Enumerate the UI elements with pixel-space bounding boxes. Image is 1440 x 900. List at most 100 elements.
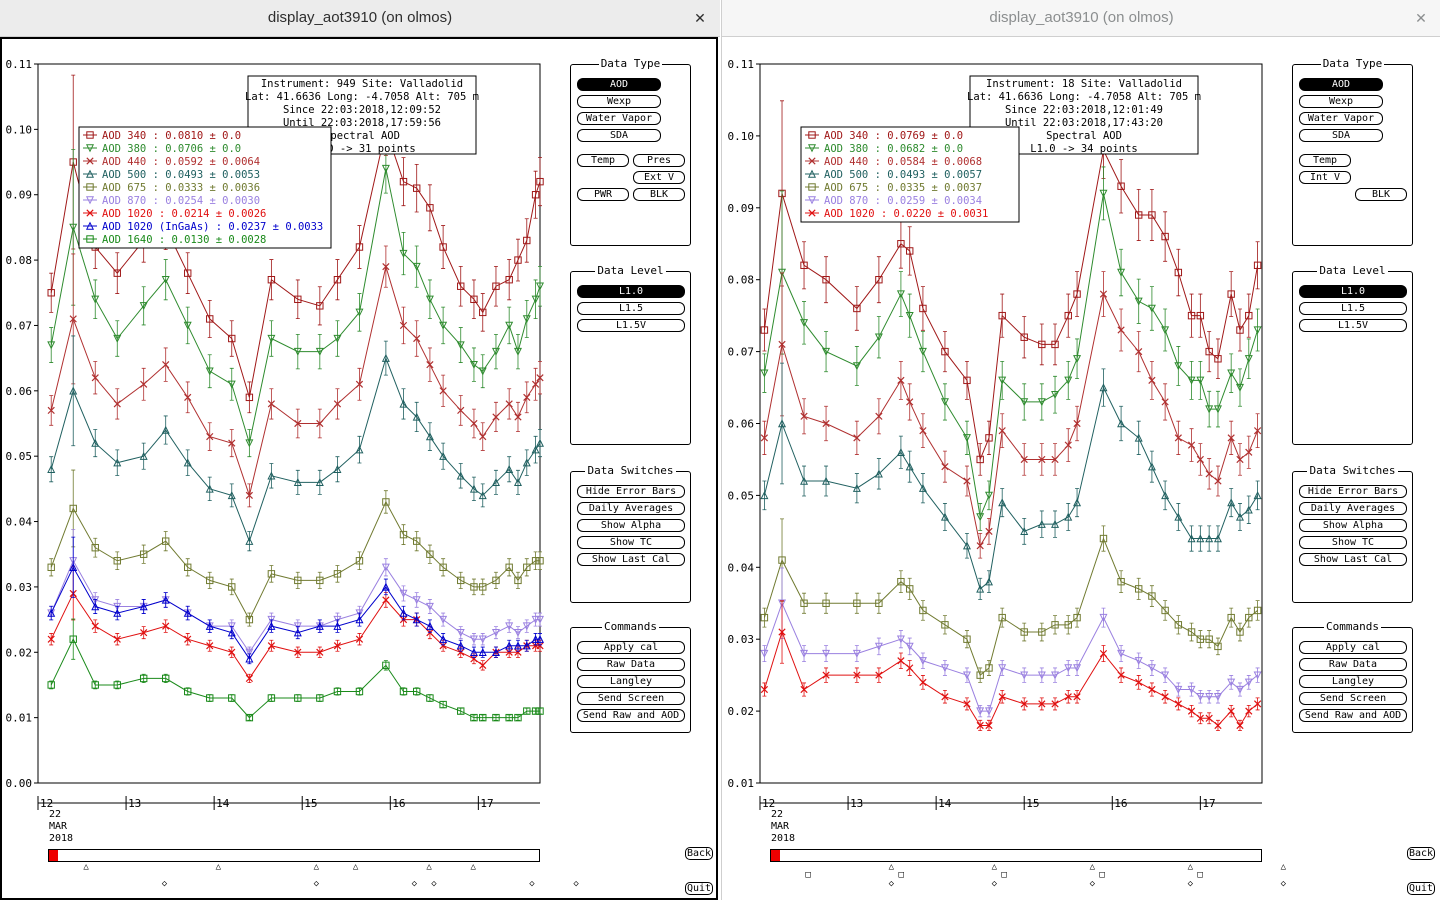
send-screen-button[interactable]: Send Screen <box>1299 692 1407 705</box>
error-bar <box>269 463 274 489</box>
data-point <box>1174 362 1183 371</box>
error-bar <box>401 231 406 276</box>
daily-averages-button[interactable]: Daily Averages <box>1299 502 1407 515</box>
water-vapor-button[interactable]: Water Vapor <box>1299 112 1383 125</box>
hide-error-bars-button[interactable]: Hide Error Bars <box>577 485 685 498</box>
y-tick-label: 0.06 <box>728 418 755 431</box>
l1-5-button[interactable]: L1.5 <box>1299 302 1407 315</box>
error-bar <box>942 503 947 531</box>
show-last-cal-button[interactable]: Show Last Cal <box>577 553 685 566</box>
l1-5-button[interactable]: L1.5 <box>577 302 685 315</box>
show-tc-button[interactable]: Show TC <box>577 536 685 549</box>
sda-button[interactable]: SDA <box>577 129 661 142</box>
l1-0-button[interactable]: L1.0 <box>1299 285 1407 298</box>
l1-5v-button[interactable]: L1.5V <box>1299 319 1407 332</box>
show-last-cal-button[interactable]: Show Last Cal <box>1299 553 1407 566</box>
quit-button[interactable]: Quit <box>1407 882 1436 895</box>
data-point <box>206 432 214 441</box>
data-point <box>47 464 56 473</box>
data-point <box>778 419 787 428</box>
data-point <box>113 400 121 408</box>
pwr-button[interactable]: PWR <box>577 188 629 201</box>
water-vapor-button[interactable]: Water Vapor <box>577 112 661 125</box>
error-bar <box>802 241 807 290</box>
window-titlebar[interactable]: display_aot3910 (on olmos) ✕ <box>0 0 720 37</box>
error-bar <box>163 259 168 301</box>
timeline-cursor[interactable] <box>49 850 58 861</box>
temp-button[interactable]: Temp <box>577 154 629 167</box>
data-point <box>316 694 324 702</box>
close-icon[interactable]: ✕ <box>1415 10 1427 26</box>
data-point <box>184 563 192 571</box>
timeline-square-icon: □ <box>1197 870 1203 880</box>
back-button[interactable]: Back <box>1407 847 1436 860</box>
hide-error-bars-button[interactable]: Hide Error Bars <box>1299 485 1407 498</box>
error-bar <box>1039 323 1044 366</box>
blk-button[interactable]: BLK <box>1355 188 1407 201</box>
blk-button[interactable]: BLK <box>633 188 685 201</box>
show-alpha-button[interactable]: Show Alpha <box>1299 519 1407 532</box>
ext-v-button[interactable]: Ext V <box>633 171 685 184</box>
close-icon[interactable]: ✕ <box>694 10 706 26</box>
raw-data-button[interactable]: Raw Data <box>577 658 685 671</box>
data-point <box>91 681 99 689</box>
send-raw-and-aod-button[interactable]: Send Raw and AOD <box>577 709 685 722</box>
data-point <box>456 341 465 350</box>
aod-button[interactable]: AOD <box>1299 78 1383 91</box>
data-point <box>1020 527 1029 536</box>
data-point <box>760 491 769 500</box>
data-point <box>113 269 121 277</box>
legend-entry: AOD 1640 : 0.0130 ± 0.0028 <box>102 234 266 246</box>
l1-5v-button[interactable]: L1.5V <box>577 319 685 332</box>
error-bar <box>1176 346 1181 386</box>
daily-averages-button[interactable]: Daily Averages <box>577 502 685 515</box>
data-point <box>316 302 324 310</box>
timeline-cursor[interactable] <box>771 850 780 861</box>
data-point <box>69 562 78 571</box>
legend-stat: : 0.0254 ± 0.0030 <box>146 195 260 207</box>
quit-button[interactable]: Quit <box>685 882 714 895</box>
group-commands: Commands Apply cal Raw Data Langley Send Scr… <box>1292 620 1413 733</box>
error-bar <box>1176 503 1181 531</box>
error-bar <box>335 259 340 301</box>
error-bar <box>1039 383 1044 421</box>
data-point <box>896 447 905 456</box>
apply-cal-button[interactable]: Apply cal <box>577 641 685 654</box>
pres-button[interactable]: Pres <box>633 154 685 167</box>
send-screen-button[interactable]: Send Screen <box>577 692 685 705</box>
data-point <box>491 478 500 487</box>
temp-button[interactable]: Temp <box>1299 154 1351 167</box>
langley-button[interactable]: Langley <box>577 675 685 688</box>
data-point <box>531 557 540 565</box>
wexp-button[interactable]: Wexp <box>577 95 661 108</box>
data-point <box>355 615 364 624</box>
data-point <box>905 462 914 471</box>
show-tc-button[interactable]: Show TC <box>1299 536 1407 549</box>
show-alpha-button[interactable]: Show Alpha <box>577 519 685 532</box>
data-point <box>919 606 927 615</box>
window-titlebar[interactable]: display_aot3910 (on olmos) ✕ <box>722 0 1440 37</box>
langley-button[interactable]: Langley <box>1299 675 1407 688</box>
wexp-button[interactable]: Wexp <box>1299 95 1383 108</box>
sda-button[interactable]: SDA <box>1299 129 1383 142</box>
apply-cal-button[interactable]: Apply cal <box>1299 641 1407 654</box>
data-point <box>426 361 434 369</box>
timeline-bar[interactable] <box>770 849 1262 862</box>
l1-0-button[interactable]: L1.0 <box>577 285 685 298</box>
data-point <box>333 621 342 630</box>
raw-data-button[interactable]: Raw Data <box>1299 658 1407 671</box>
error-bar <box>1189 293 1194 338</box>
data-point <box>985 721 993 730</box>
send-raw-and-aod-button[interactable]: Send Raw and AOD <box>1299 709 1407 722</box>
x-tick-label: 16 <box>1114 797 1127 810</box>
aod-chart: 0.01 0.02 0.03 0.04 0.05 0.06 0.07 0.08 0.09 0.10… <box>728 58 1263 810</box>
error-bar <box>115 320 120 357</box>
back-button[interactable]: Back <box>685 847 714 860</box>
data-point <box>1147 664 1156 673</box>
int-v-button[interactable]: Int V <box>1299 171 1351 184</box>
data-point <box>963 635 971 643</box>
data-point <box>1161 326 1170 335</box>
timeline-bar[interactable] <box>48 849 540 862</box>
aod-button[interactable]: AOD <box>577 78 661 91</box>
data-point <box>778 556 786 564</box>
